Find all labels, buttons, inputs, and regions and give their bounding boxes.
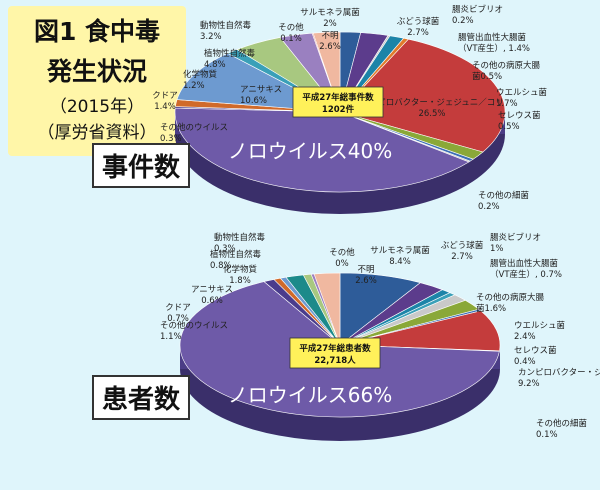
pie-0-label-16: その他 0.1% xyxy=(278,22,304,44)
pie-1-center-box xyxy=(289,337,381,369)
pie-1-label-15: 動物性自然毒 0.3% xyxy=(214,232,266,254)
pie-1-slice-17 xyxy=(313,272,341,346)
patients-tag: 患者数 xyxy=(92,375,191,420)
pie-0-label-14: 植物性自然毒 4.8% xyxy=(204,48,256,70)
incidents-tag: 事件数 xyxy=(92,143,191,188)
pie-1-center-value: 22,718人 xyxy=(314,355,356,366)
pie-1-label-10: その他のウイルス 1.1% xyxy=(160,320,228,342)
pie-0-center-label: 平成27年総事件数 xyxy=(302,92,374,103)
pie-0-label-0: サルモネラ属菌 2% xyxy=(300,7,360,29)
pie-0-label-17: 不明 2.6% xyxy=(319,31,341,52)
pie-0-label-7: セレウス菌 0.5% xyxy=(498,110,541,132)
pie-0-label-4: その他の病原大腸菌0.5% xyxy=(472,60,541,82)
chart-title: 図1 食中毒 xyxy=(33,17,161,46)
pie-0-label-11: クドア 1.4% xyxy=(152,91,178,112)
pie-0-center-value: 1202件 xyxy=(322,104,355,115)
pie-1-label-11: クドア 0.7% xyxy=(165,303,191,324)
pie-1-label-3: 腸管出血性大腸菌（VT産生）, 0.7% xyxy=(490,258,562,280)
pie-1-label-4: その他の病原大腸菌1.6% xyxy=(476,292,545,314)
pie-0-center-box xyxy=(292,86,384,118)
chart-year: （2015年） xyxy=(49,97,145,117)
pie-0-label-15: 動物性自然毒 3.2% xyxy=(200,20,252,42)
pie-1-center-label: 平成27年総患者数 xyxy=(299,343,371,354)
title-box: 図1 食中毒 発生状況 （2015年） （厚労省資料） xyxy=(8,6,186,156)
pie-1-label-8: その他の細菌 0.1% xyxy=(536,418,587,440)
pie-0-label-1: ぶどう球菌 2.7% xyxy=(397,16,440,38)
chart-source: （厚労省資料） xyxy=(37,123,157,143)
pie-0-label-6: ウエルシュ菌 1.7% xyxy=(496,87,547,109)
pie-0: サルモネラ属菌 2% ぶどう球菌 2.7% 腸炎ビブリオ 0.2% 腸管出血性大腸菌（VT産… xyxy=(152,4,547,214)
pie-1-label-14: 植物性自然毒 0.8% xyxy=(210,249,262,271)
pie-1-label-6: セレウス菌 0.4% xyxy=(514,345,557,367)
pie-1-big-label: ノロウイルス66% xyxy=(228,383,392,407)
pie-0-label-5: カンピロバクター・ジェジュニ／コリ 26.5% xyxy=(360,98,504,119)
pie-1-label-2: 腸炎ビブリオ 1% xyxy=(490,232,541,254)
pie-0-label-10: その他のウイルス 0.3% xyxy=(160,122,228,144)
pie-1-label-5: ウエルシュ菌 2.4% xyxy=(514,320,565,342)
pie-1-label-12: アニサキス 0.6% xyxy=(191,285,233,306)
pie-0-label-12: アニサキス 10.6% xyxy=(240,85,282,106)
pie-0-label-13: 化学物質 1.2% xyxy=(183,69,218,91)
pie-0-big-label: ノロウイルス40% xyxy=(228,139,392,163)
pie-0-slice-9 xyxy=(174,107,470,193)
chart-subtitle: 発生状況 xyxy=(46,57,147,86)
pie-0-label-8: その他の細菌 0.2% xyxy=(478,190,529,212)
pie-1-label-16: その他 0% xyxy=(329,247,355,269)
pie-1-label-0: サルモネラ属菌 8.4% xyxy=(370,245,430,267)
pie-1-label-1: ぶどう球菌 2.7% xyxy=(441,240,484,262)
pie-0-label-3: 腸管出血性大腸菌（VT産生）, 1.4% xyxy=(458,32,530,54)
pie-1-label-13: 化学物質 1.8% xyxy=(223,264,258,286)
pie-0-label-2: 腸炎ビブリオ 0.2% xyxy=(452,4,503,26)
pie-1-label-17: 不明 2.6% xyxy=(355,265,377,286)
pie-1-label-7: カンピロバクター・ジェジュニ／コリ9.2% xyxy=(518,368,600,389)
pie-0-slice-5 xyxy=(339,38,506,153)
pie-1: サルモネラ属菌 8.4% ぶどう球菌 2.7% 腸炎ビブリオ 1% 腸管出血性大腸菌（VT産… xyxy=(160,232,600,441)
